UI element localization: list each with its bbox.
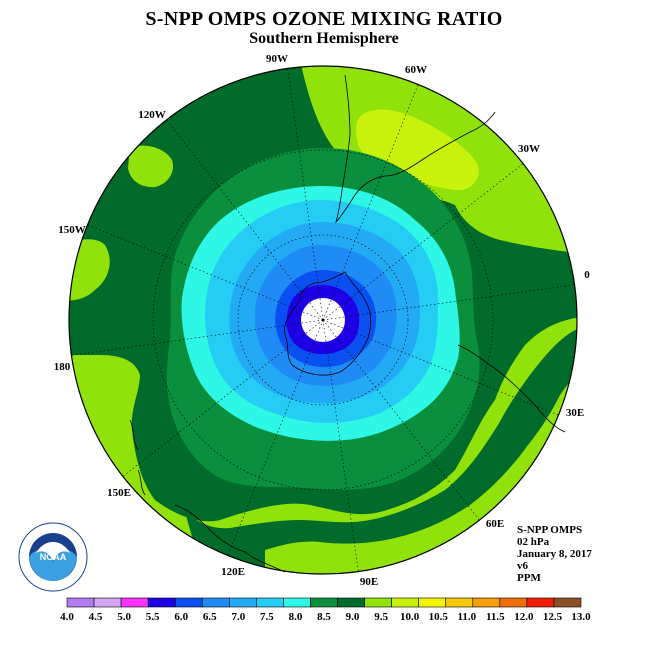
lon-label-150w: 150W [58,224,86,236]
lon-label-60e: 60E [486,518,504,530]
contour-9.5-region [128,145,174,188]
australia-coast [174,504,286,573]
lon-label-30w: 30W [518,143,540,155]
south-america-coast [335,74,496,224]
map-boundary [68,65,578,575]
map-subtitle: Southern Hemisphere [249,30,399,47]
lon-label-90w: 90W [266,53,288,65]
lon-label-120e: 120E [221,566,245,578]
map-title: S-NPP OMPS OZONE MIXING RATIO [145,8,503,30]
lon-label-0: 0 [584,269,590,281]
info-version: v6 [517,560,528,572]
info-block: S-NPP OMPS 02 hPa January 8, 2017 v6 PPM [517,524,592,584]
info-level: 02 hPa [517,536,550,548]
info-instrument: S-NPP OMPS [517,524,583,536]
info-units: PPM [517,572,541,584]
contour-10.0-region [356,109,479,191]
lon-label-180: 180 [54,361,71,373]
lon-label-90e: 90E [360,576,378,588]
noaa-logo: NOAA [18,522,88,592]
graticule [71,68,575,572]
south-pole-marker [321,318,325,322]
ozone-contour-field [69,66,577,574]
lon-label-150e: 150E [107,487,131,499]
logo-wordmark: NOAA [40,552,67,562]
africa-coast [457,344,566,433]
lon-label-120w: 120W [138,109,166,121]
lon-label-60w: 60W [405,64,427,76]
info-date: January 8, 2017 [517,548,592,560]
lon-label-30e: 30E [566,407,584,419]
new-zealand-coast [129,419,146,496]
